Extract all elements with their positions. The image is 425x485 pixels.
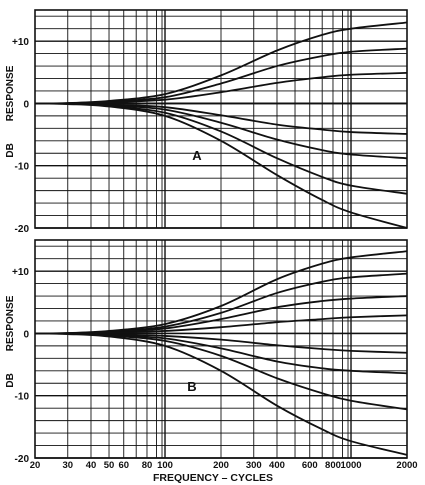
y-tick-label: +10 xyxy=(12,37,29,48)
y-tick-label: +10 xyxy=(12,267,29,278)
x-tick-label: 80 xyxy=(142,460,153,471)
y-axis-label-response: RESPONSE xyxy=(5,295,16,351)
x-tick-label: 60 xyxy=(118,460,129,471)
y-tick-label: -20 xyxy=(15,224,30,235)
y-tick-label: 0 xyxy=(23,329,29,340)
x-tick-label: 600 xyxy=(302,460,318,471)
x-tick-label: 20 xyxy=(30,460,41,471)
panel-letter: B xyxy=(187,379,196,394)
x-tick-label: 800 xyxy=(325,460,341,471)
response-curve-7 xyxy=(34,102,408,229)
panel-a: +10 0 -10 -20 DB RESPONSE A xyxy=(5,9,408,235)
x-axis-tick-labels: 20 30 40 50 60 80 100 200 300 400 600 800 1000 2000 xyxy=(30,460,418,471)
x-tick-label: 2000 xyxy=(396,460,417,471)
panel-frame xyxy=(34,9,408,229)
y-tick-label: -10 xyxy=(15,392,30,403)
y-tick-label: -10 xyxy=(15,162,30,173)
x-tick-label: 1000 xyxy=(340,460,361,471)
y-axis-label-response: RESPONSE xyxy=(5,65,16,121)
y-axis-label-db: DB xyxy=(5,143,16,157)
x-tick-label: 30 xyxy=(62,460,73,471)
x-tick-label: 200 xyxy=(213,460,229,471)
x-tick-label: 40 xyxy=(86,460,97,471)
x-axis-label: FREQUENCY – CYCLES xyxy=(153,472,273,484)
panel-b: +10 0 -10 -20 DB RESPONSE B xyxy=(5,239,408,465)
x-tick-label: 100 xyxy=(157,460,173,471)
y-tick-label: -20 xyxy=(15,454,30,465)
x-tick-label: 400 xyxy=(269,460,285,471)
response-curve-7 xyxy=(34,332,408,456)
x-tick-label: 300 xyxy=(246,460,262,471)
panel-frame xyxy=(34,239,408,459)
y-tick-label: 0 xyxy=(23,99,29,110)
x-tick-label: 50 xyxy=(104,460,115,471)
y-axis-label-db: DB xyxy=(5,373,16,387)
panel-letter: A xyxy=(192,148,202,163)
